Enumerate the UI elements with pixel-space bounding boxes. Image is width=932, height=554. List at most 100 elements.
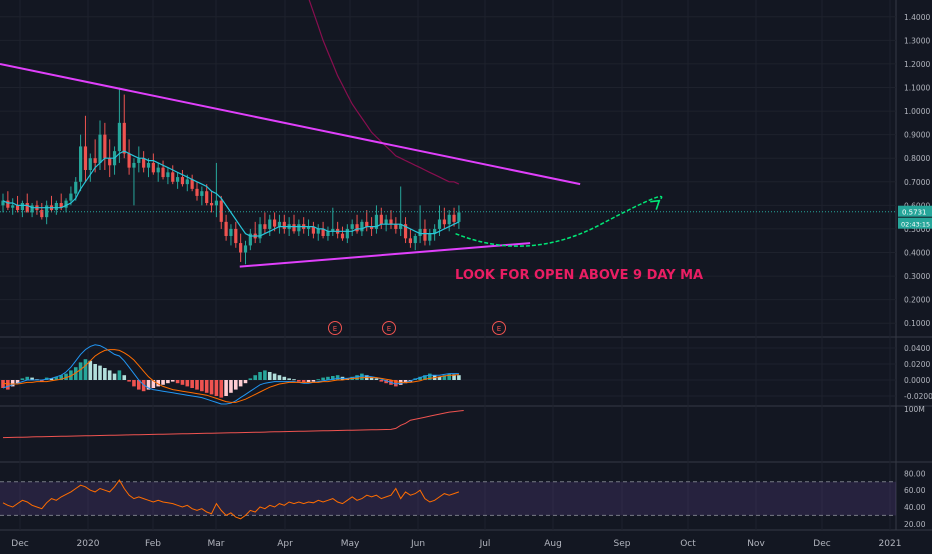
candle-body[interactable] [389, 219, 393, 225]
candle-body[interactable] [219, 200, 223, 222]
candle-body[interactable] [69, 193, 73, 201]
candle-body[interactable] [452, 214, 456, 222]
candle-body[interactable] [214, 200, 218, 206]
candle-body[interactable] [399, 224, 403, 229]
earnings-marker[interactable] [328, 321, 342, 335]
candle-body[interactable] [117, 122, 121, 152]
candle-body[interactable] [200, 191, 204, 196]
candle-body[interactable] [15, 205, 20, 211]
candle-body[interactable] [190, 179, 194, 189]
candle-body[interactable] [127, 153, 131, 168]
candle-body[interactable] [437, 219, 442, 229]
candle-body[interactable] [282, 221, 286, 229]
candle-body[interactable] [205, 191, 209, 203]
candle-body[interactable] [59, 203, 63, 208]
candle-body[interactable] [161, 167, 165, 178]
candle-body[interactable] [423, 228, 427, 241]
candle-body[interactable] [151, 162, 155, 173]
candle-body[interactable] [394, 224, 398, 229]
candle-body[interactable] [306, 226, 311, 229]
candle-body[interactable] [340, 233, 345, 239]
candle-body[interactable] [263, 224, 267, 229]
candle-body[interactable] [88, 158, 92, 170]
candle-body[interactable] [83, 146, 88, 170]
candle-body[interactable] [25, 203, 29, 213]
candle-body[interactable] [370, 226, 374, 229]
projection-curve[interactable] [455, 195, 663, 247]
candle-body[interactable] [142, 158, 146, 168]
candle-body[interactable] [243, 245, 248, 253]
candle-body[interactable] [137, 158, 141, 163]
candle-body[interactable] [350, 224, 354, 229]
earnings-marker[interactable] [492, 321, 506, 335]
candle-body[interactable] [224, 221, 228, 236]
candle-body[interactable] [345, 228, 349, 239]
candle-body[interactable] [374, 214, 379, 229]
candle-body[interactable] [403, 224, 408, 239]
macd-pane[interactable] [1, 344, 461, 405]
candle-body[interactable] [30, 205, 34, 213]
candle-body[interactable] [447, 214, 451, 225]
candle-body[interactable] [209, 203, 214, 206]
candle-body[interactable] [64, 200, 68, 208]
candle-body[interactable] [1, 200, 5, 206]
candle-body[interactable] [268, 219, 272, 229]
candle-body[interactable] [40, 210, 44, 218]
candle-body[interactable] [146, 162, 151, 168]
candle-body[interactable] [98, 134, 102, 163]
candle-body[interactable] [413, 236, 417, 244]
candle-body[interactable] [331, 228, 335, 232]
candle-body[interactable] [229, 228, 233, 236]
candle-body[interactable] [273, 219, 277, 227]
candle-body[interactable] [171, 172, 175, 182]
candle-body[interactable] [195, 188, 199, 196]
candle-body[interactable] [442, 219, 446, 225]
candle-body[interactable] [428, 233, 432, 241]
candle-body[interactable] [185, 179, 189, 185]
candle-body[interactable] [355, 224, 359, 232]
candle-body[interactable] [6, 200, 10, 208]
price-axis[interactable]: 1.4000 1.3000 1.2000 1.1000 1.0000 0.9000 0.80… [898, 13, 932, 529]
trendline-upper[interactable] [0, 62, 581, 186]
candle-body[interactable] [326, 231, 330, 236]
candle-body[interactable] [433, 228, 437, 234]
candle-body[interactable] [122, 122, 126, 154]
candle-body[interactable] [132, 162, 136, 168]
candle-body[interactable] [156, 167, 160, 173]
candle-body[interactable] [292, 224, 296, 232]
candle-body[interactable] [180, 177, 185, 185]
candle-body[interactable] [103, 134, 107, 159]
volume-pane[interactable] [2, 410, 464, 439]
time-axis[interactable]: Dec 2020 Feb Mar Apr May Jun Jul Aug Sep Oct Nov Dec… [11, 539, 901, 549]
candle-body[interactable] [20, 203, 24, 211]
candle-body[interactable] [365, 221, 369, 227]
candle-body[interactable] [239, 243, 243, 253]
candle-body[interactable] [321, 228, 325, 236]
candle-body[interactable] [258, 224, 262, 239]
candle-body[interactable] [311, 226, 315, 234]
candle-body[interactable] [316, 228, 320, 234]
candle-body[interactable] [45, 205, 49, 218]
candle-body[interactable] [248, 233, 252, 246]
candle-body[interactable] [79, 146, 83, 182]
candle-body[interactable] [176, 177, 180, 182]
candle-body[interactable] [418, 228, 422, 236]
candle-body[interactable] [384, 219, 388, 225]
candle-body[interactable] [11, 205, 15, 208]
candle-body[interactable] [379, 214, 383, 225]
rsi-pane[interactable] [0, 479, 896, 520]
candle-body[interactable] [457, 212, 461, 222]
trendline-lower[interactable] [239, 242, 531, 268]
candle-body[interactable] [408, 238, 412, 244]
candle-body[interactable] [297, 224, 301, 232]
candle-body[interactable] [54, 203, 58, 211]
candle-body[interactable] [277, 221, 282, 227]
earnings-marker[interactable] [382, 321, 396, 335]
candle-body[interactable] [234, 228, 238, 244]
candle-body[interactable] [93, 158, 97, 163]
candle-body[interactable] [360, 221, 364, 232]
candle-body[interactable] [108, 158, 112, 166]
candle-body[interactable] [74, 181, 78, 194]
